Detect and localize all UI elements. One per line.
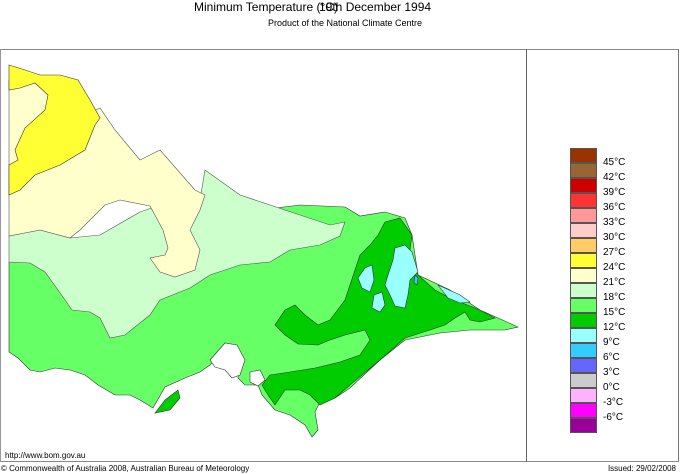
copyright: © Commonwealth of Australia 2008, Austra… — [1, 464, 250, 473]
legend-label: -6°C — [603, 412, 624, 423]
legend-swatch — [570, 148, 597, 163]
legend-swatch — [570, 163, 597, 178]
legend-label: 39°C — [603, 187, 626, 198]
legend-label: 21°C — [603, 277, 626, 288]
legend-label: 15°C — [603, 307, 626, 318]
legend-swatch — [570, 418, 597, 433]
zone-24-27 — [8, 64, 101, 196]
zone-9-12-patch-2 — [371, 291, 386, 313]
western-port — [249, 369, 266, 387]
legend-label: 12°C — [603, 322, 626, 333]
legend-swatch — [570, 208, 597, 223]
legend-label: 36°C — [603, 202, 626, 213]
legend-label: -3°C — [603, 397, 624, 408]
legend-label: 24°C — [603, 262, 626, 273]
legend-label: 6°C — [603, 352, 620, 363]
title-date: 19th December 1994 — [319, 0, 432, 14]
legend-swatch — [570, 343, 597, 358]
zone-9-12 — [384, 244, 419, 309]
chart-title: Minimum Temperature (°C) 19th December 1… — [0, 0, 680, 20]
map-frame — [0, 49, 679, 462]
legend-swatch — [570, 283, 597, 298]
legend-label: 18°C — [603, 292, 626, 303]
legend-label: 45°C — [603, 157, 626, 168]
temperature-map — [8, 64, 519, 438]
legend-swatch — [570, 388, 597, 403]
port-phillip-bay — [209, 342, 246, 379]
legend-swatch — [570, 358, 597, 373]
zone-9-12-patch — [357, 264, 375, 293]
subtitle: Product of the National Climate Centre — [267, 18, 423, 28]
legend-swatch — [570, 253, 597, 268]
legend-label: 3°C — [603, 367, 620, 378]
legend-swatch — [570, 238, 597, 253]
legend-label: 27°C — [603, 247, 626, 258]
title-text: Minimum Temperature (°C) — [194, 0, 338, 14]
legend-swatch — [570, 373, 597, 388]
frame-divider — [526, 49, 527, 462]
issued-date: Issued: 29/02/2008 — [607, 464, 676, 473]
zone-12-15-patch — [154, 389, 181, 414]
legend-swatch — [570, 193, 597, 208]
legend-label: 42°C — [603, 172, 626, 183]
legend-swatch — [570, 268, 597, 283]
legend-swatch — [570, 403, 597, 418]
legend-label: 0°C — [603, 382, 620, 393]
zone-9-12-coast — [437, 284, 471, 304]
zone-6-9 — [413, 274, 419, 286]
legend-swatch — [570, 313, 597, 328]
legend-swatch — [570, 328, 597, 343]
legend-label: 33°C — [603, 217, 626, 228]
legend-swatch — [570, 298, 597, 313]
legend-swatch — [570, 223, 597, 238]
legend-label: 9°C — [603, 337, 620, 348]
legend-swatch — [570, 178, 597, 193]
bom-url[interactable]: http://www.bom.gov.au — [5, 451, 86, 460]
legend-label: 30°C — [603, 232, 626, 243]
